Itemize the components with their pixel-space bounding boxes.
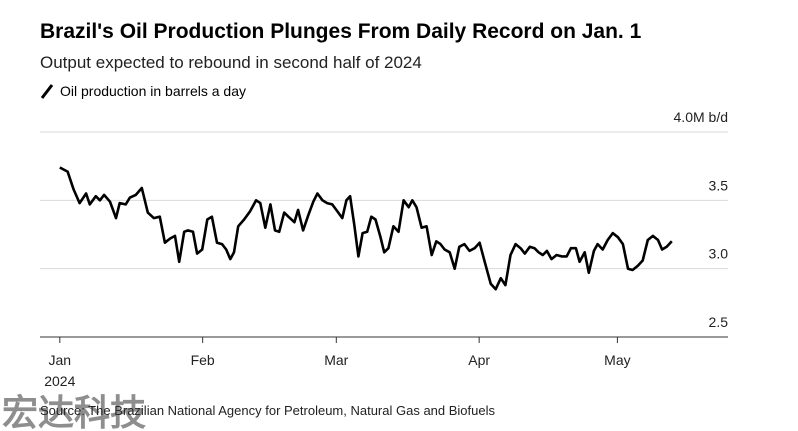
- x-tick-label: Mar: [324, 352, 348, 368]
- legend-swatch: [40, 84, 54, 99]
- y-tick-label: 4.0M b/d: [674, 109, 728, 125]
- y-tick-label: 3.5: [709, 177, 729, 193]
- y-tick-label: 3.0: [709, 246, 729, 262]
- data-line: [59, 166, 673, 291]
- x-tick-label: May: [604, 352, 630, 368]
- y-tick-label: 2.5: [709, 314, 729, 330]
- watermark: 宏达科技: [2, 392, 146, 431]
- source-note: Source: The Brazilian National Agency fo…: [40, 403, 496, 418]
- chart-subtitle: Output expected to rebound in second hal…: [40, 53, 422, 72]
- chart-title: Brazil's Oil Production Plunges From Dai…: [40, 20, 642, 43]
- x-tick-label: Apr: [468, 352, 490, 368]
- legend-label: Oil production in barrels a day: [60, 83, 246, 99]
- x-tick-label: Jan: [49, 352, 72, 368]
- x-tick-sublabel: 2024: [44, 373, 75, 389]
- x-tick-label: Feb: [191, 352, 215, 368]
